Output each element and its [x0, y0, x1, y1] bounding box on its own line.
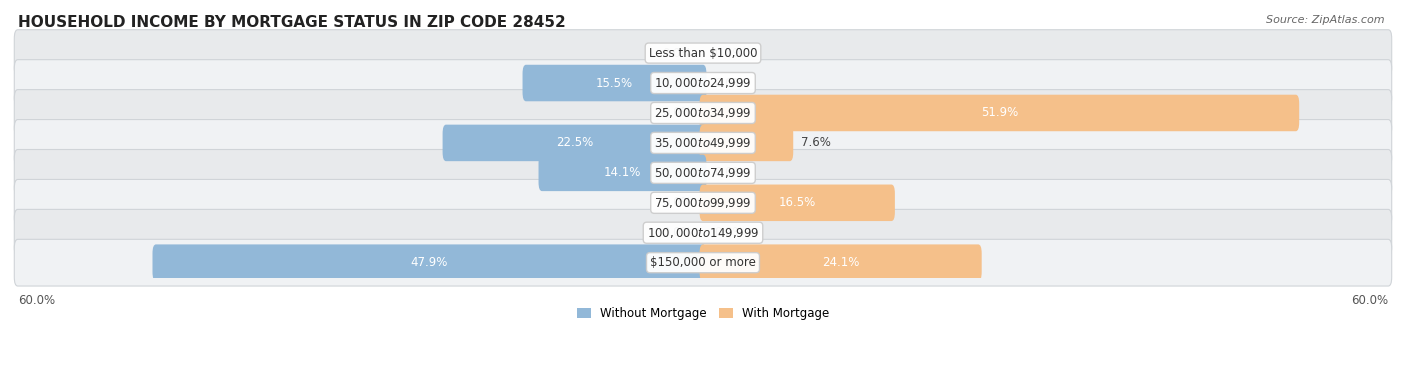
Text: $50,000 to $74,999: $50,000 to $74,999: [654, 166, 752, 180]
Text: 0.0%: 0.0%: [662, 47, 692, 60]
Text: $100,000 to $149,999: $100,000 to $149,999: [647, 226, 759, 240]
FancyBboxPatch shape: [14, 239, 1392, 286]
Text: 0.0%: 0.0%: [662, 226, 692, 239]
Text: 14.1%: 14.1%: [603, 166, 641, 179]
FancyBboxPatch shape: [538, 155, 706, 191]
Text: 47.9%: 47.9%: [411, 256, 449, 269]
FancyBboxPatch shape: [700, 184, 894, 221]
FancyBboxPatch shape: [443, 125, 706, 161]
FancyBboxPatch shape: [14, 150, 1392, 196]
Text: 51.9%: 51.9%: [981, 106, 1018, 120]
FancyBboxPatch shape: [14, 209, 1392, 256]
Text: 0.0%: 0.0%: [714, 166, 744, 179]
FancyBboxPatch shape: [14, 30, 1392, 77]
Text: 16.5%: 16.5%: [779, 196, 815, 209]
FancyBboxPatch shape: [14, 60, 1392, 106]
Text: $75,000 to $99,999: $75,000 to $99,999: [654, 196, 752, 210]
Text: Source: ZipAtlas.com: Source: ZipAtlas.com: [1267, 15, 1385, 25]
Legend: Without Mortgage, With Mortgage: Without Mortgage, With Mortgage: [572, 302, 834, 325]
Text: 60.0%: 60.0%: [18, 294, 55, 307]
Text: $150,000 or more: $150,000 or more: [650, 256, 756, 269]
Text: HOUSEHOLD INCOME BY MORTGAGE STATUS IN ZIP CODE 28452: HOUSEHOLD INCOME BY MORTGAGE STATUS IN Z…: [18, 15, 565, 30]
Text: $25,000 to $34,999: $25,000 to $34,999: [654, 106, 752, 120]
FancyBboxPatch shape: [700, 125, 793, 161]
FancyBboxPatch shape: [523, 65, 706, 101]
Text: $35,000 to $49,999: $35,000 to $49,999: [654, 136, 752, 150]
Text: Less than $10,000: Less than $10,000: [648, 47, 758, 60]
Text: 0.0%: 0.0%: [714, 47, 744, 60]
FancyBboxPatch shape: [14, 179, 1392, 226]
Text: 15.5%: 15.5%: [596, 77, 633, 89]
Text: 0.0%: 0.0%: [662, 106, 692, 120]
Text: 22.5%: 22.5%: [555, 136, 593, 149]
Text: 0.0%: 0.0%: [714, 226, 744, 239]
Text: $10,000 to $24,999: $10,000 to $24,999: [654, 76, 752, 90]
Text: 0.0%: 0.0%: [662, 196, 692, 209]
Text: 7.6%: 7.6%: [801, 136, 831, 149]
FancyBboxPatch shape: [152, 244, 706, 281]
FancyBboxPatch shape: [14, 120, 1392, 166]
Text: 0.0%: 0.0%: [714, 77, 744, 89]
FancyBboxPatch shape: [700, 95, 1299, 131]
Text: 24.1%: 24.1%: [823, 256, 859, 269]
Text: 60.0%: 60.0%: [1351, 294, 1388, 307]
FancyBboxPatch shape: [14, 90, 1392, 136]
FancyBboxPatch shape: [700, 244, 981, 281]
